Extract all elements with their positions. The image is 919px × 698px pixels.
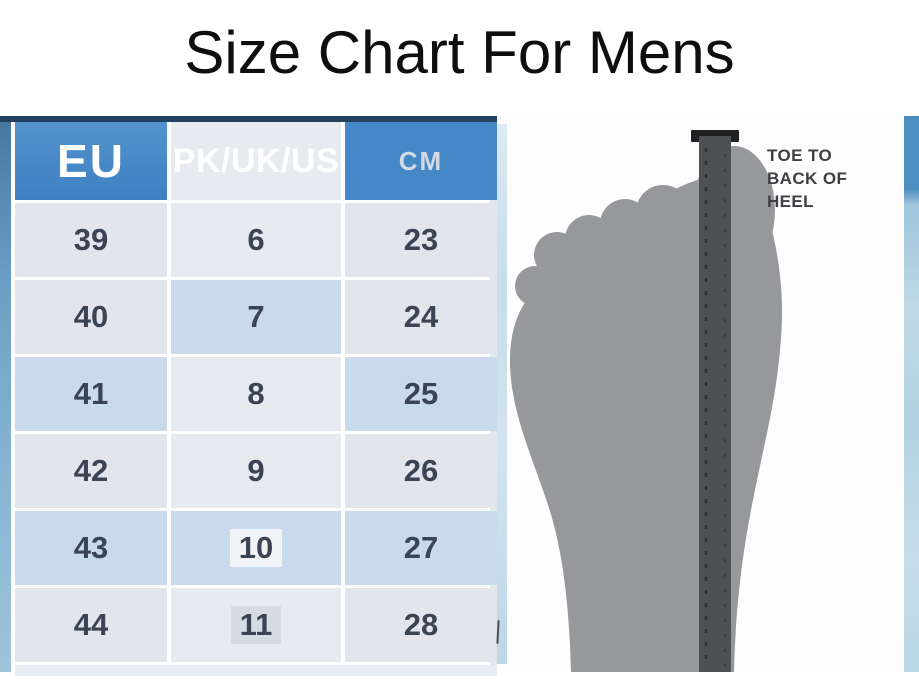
cell-cm: 25 — [345, 357, 497, 431]
foot-illustration — [509, 130, 782, 672]
table-bottom-strip — [15, 665, 497, 676]
cell-eu: 43 — [15, 511, 167, 585]
header-label-eu: EU — [57, 135, 125, 187]
cell-cm: 28 — [345, 588, 497, 662]
cell-eu: 44 — [15, 588, 167, 662]
page-title: Size Chart For Mens — [184, 19, 735, 86]
measuring-tape — [699, 136, 731, 672]
cell-eu: 40 — [15, 280, 167, 354]
cell-cm: 23 — [345, 203, 497, 277]
header-cell-eu: EU — [15, 122, 167, 200]
cell-pk-uk-us: 9 — [171, 434, 341, 508]
pk-uk-us-value: 6 — [247, 222, 265, 257]
cm-value: 28 — [403, 607, 439, 642]
table-header-row: EU PK/UK/US CM — [15, 122, 497, 200]
header-cell-cm: CM — [345, 122, 497, 200]
cm-value: 23 — [403, 222, 439, 257]
cm-value: 27 — [403, 530, 439, 565]
table-row: 41 8 25 — [15, 357, 497, 431]
header-label-pk-uk-us: PK/UK/US — [172, 141, 340, 180]
cell-eu: 39 — [15, 203, 167, 277]
eu-value: 39 — [73, 222, 109, 257]
pk-uk-us-value: 9 — [247, 453, 265, 488]
panel-left-edge-strip — [497, 124, 507, 664]
toe — [515, 266, 555, 306]
cm-value: 25 — [403, 376, 439, 411]
foot-measure-panel: TOE TO BACK OF HEEL — [496, 116, 919, 672]
cell-cm: 24 — [345, 280, 497, 354]
cell-pk-uk-us: 6 — [171, 203, 341, 277]
cm-value: 24 — [403, 299, 439, 334]
eu-value: 42 — [73, 453, 109, 488]
header-cell-pk-uk-us: PK/UK/US — [171, 122, 341, 200]
toe — [534, 232, 580, 278]
cell-eu: 41 — [15, 357, 167, 431]
pk-uk-us-value: 8 — [247, 376, 265, 411]
cell-pk-uk-us: 10 — [171, 511, 341, 585]
cm-value: 26 — [403, 453, 439, 488]
table-row: 43 10 27 — [15, 511, 497, 585]
cell-pk-uk-us: 11 — [171, 588, 341, 662]
table-left-edge-strip — [0, 122, 11, 672]
cell-cm: 26 — [345, 434, 497, 508]
table-row: 40 7 24 — [15, 280, 497, 354]
eu-value: 43 — [73, 530, 109, 565]
table-row: 42 9 26 — [15, 434, 497, 508]
eu-value: 41 — [73, 376, 109, 411]
pk-uk-us-value: 7 — [247, 299, 265, 334]
measure-label: TOE TO BACK OF HEEL — [767, 146, 848, 211]
pk-uk-us-value: 10 — [229, 529, 283, 567]
size-table-grid: EU PK/UK/US CM 39 6 23 40 7 24 — [15, 122, 497, 662]
cell-pk-uk-us: 8 — [171, 357, 341, 431]
table-row: 44 11 28 — [15, 588, 497, 662]
pk-uk-us-value: 11 — [230, 606, 282, 644]
table-row: 39 6 23 — [15, 203, 497, 277]
size-table: EU PK/UK/US CM 39 6 23 40 7 24 — [0, 116, 497, 678]
eu-value: 40 — [73, 299, 109, 334]
header-label-cm: CM — [398, 145, 444, 176]
eu-value: 44 — [73, 607, 109, 642]
table-top-bar — [0, 116, 497, 122]
cell-pk-uk-us: 7 — [171, 280, 341, 354]
cell-eu: 42 — [15, 434, 167, 508]
panel-right-edge-strip — [904, 116, 919, 672]
cell-cm: 27 — [345, 511, 497, 585]
